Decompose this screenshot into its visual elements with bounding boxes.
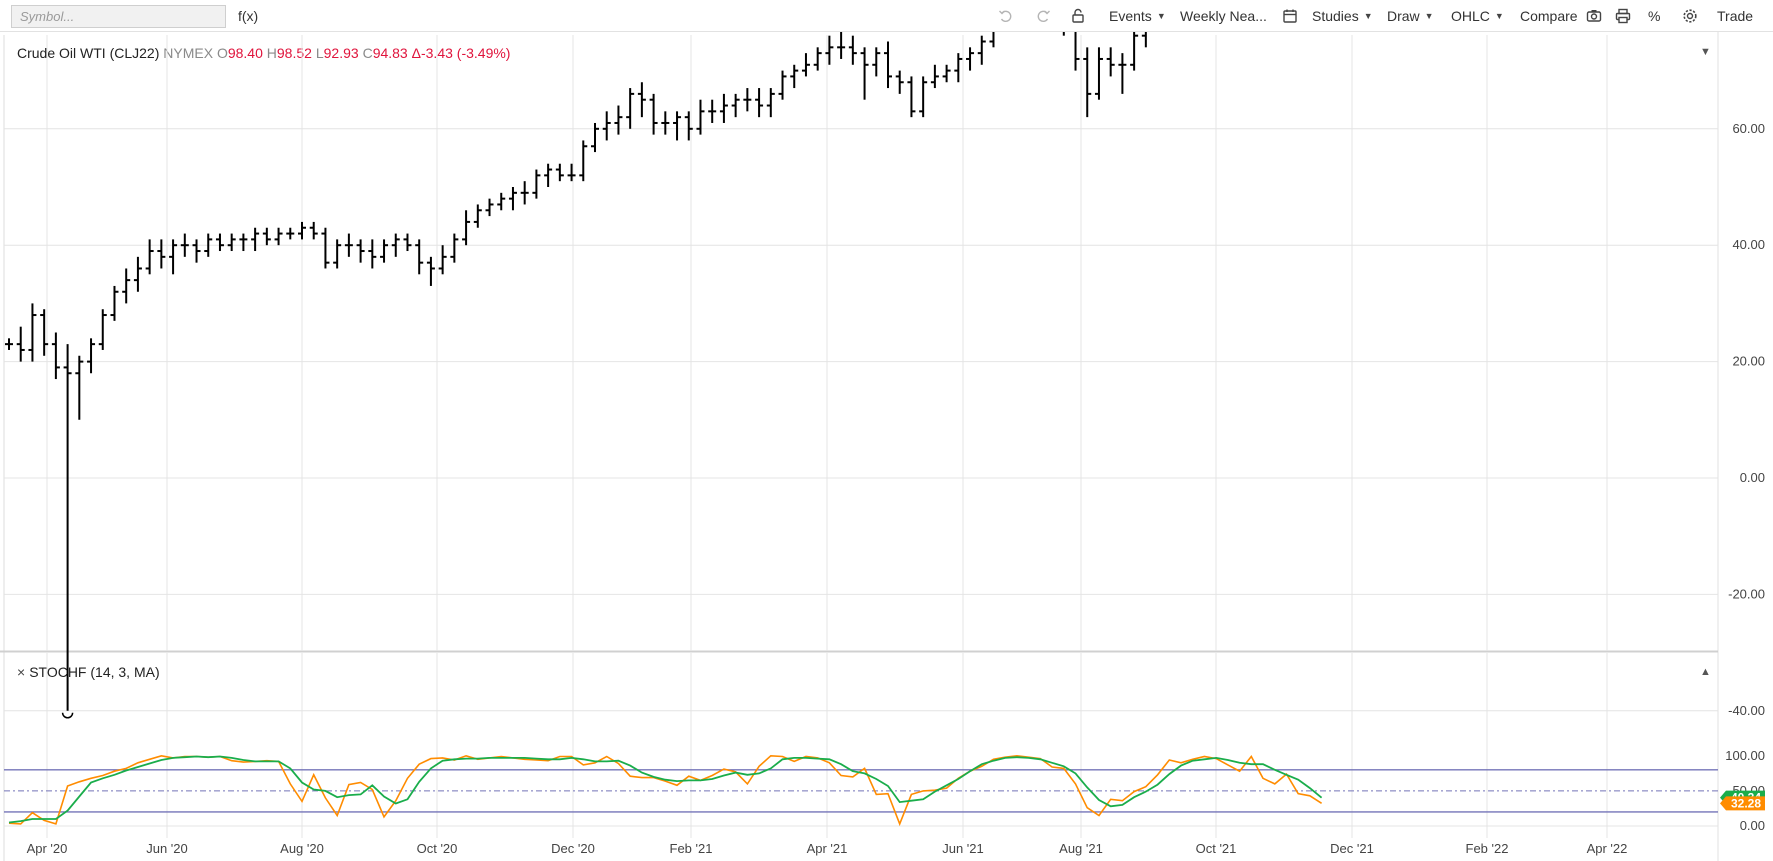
study-name: STOCHF (14, 3, MA): [29, 664, 160, 680]
x-tick-label: Oct '21: [1196, 841, 1237, 856]
calendar-icon[interactable]: [1281, 7, 1299, 25]
redo-icon[interactable]: [1034, 7, 1052, 25]
y-tick-label: -20.00: [1728, 586, 1765, 601]
events-label: Events: [1109, 8, 1152, 24]
stoch-k-value: 32.28: [1731, 796, 1761, 810]
y-tick-label: 0.00: [1740, 470, 1765, 485]
x-tick-label: Jun '20: [146, 841, 188, 856]
compare-label: Compare: [1520, 8, 1578, 24]
toolbar: f(x) Events ▼ Weekly Nea... Studies ▼ Draw…: [0, 0, 1773, 32]
draw-menu[interactable]: Draw ▼: [1387, 6, 1434, 26]
x-tick-label: Dec '21: [1330, 841, 1374, 856]
x-tick-label: Feb '22: [1466, 841, 1509, 856]
open-value: 98.40: [227, 45, 263, 61]
symbol-search-input[interactable]: [11, 5, 226, 28]
chart-canvas[interactable]: Apr '20 Jun '20 Aug '20 Oct '20 Dec '20 Feb '…: [0, 32, 1773, 861]
print-icon[interactable]: [1614, 7, 1632, 25]
studies-menu[interactable]: Studies ▼: [1312, 6, 1373, 26]
trade-button[interactable]: Trade: [1717, 6, 1753, 26]
study-panel-collapse-icon[interactable]: ▲: [1700, 666, 1711, 678]
settings-icon[interactable]: [1681, 7, 1699, 25]
camera-icon[interactable]: [1585, 7, 1603, 25]
chevron-down-icon: ▼: [1156, 11, 1166, 21]
close-label: C: [362, 45, 373, 61]
low-extreme-marker: [61, 712, 74, 719]
lock-icon[interactable]: [1069, 7, 1087, 25]
x-tick-label: Apr '22: [1587, 841, 1628, 856]
draw-label: Draw: [1387, 8, 1420, 24]
study-y-tick-label: 0.00: [1740, 818, 1765, 833]
x-tick-label: Apr '21: [807, 841, 848, 856]
price-legend: Crude Oil WTI (CLJ22) NYMEX O98.40 H98.5…: [17, 45, 510, 61]
chevron-down-icon: ▼: [1363, 11, 1373, 21]
study-y-tick-label: 100.00: [1725, 748, 1765, 763]
period-menu[interactable]: Weekly Nea...: [1180, 6, 1267, 26]
y-tick-label: -40.00: [1728, 703, 1765, 718]
open-label: O: [216, 45, 228, 61]
stoch-d-line: [8, 755, 1323, 824]
close-value: 94.83: [372, 45, 408, 61]
ohlc-series: [5, 32, 1147, 711]
high-value: 98.52: [276, 45, 312, 61]
stoch-k-line: [8, 754, 1323, 827]
low-label: L: [315, 45, 324, 61]
chart-type-menu[interactable]: OHLC ▼: [1451, 6, 1504, 26]
high-label: H: [266, 45, 277, 61]
x-tick-label: Oct '20: [417, 841, 458, 856]
price-panel-collapse-icon[interactable]: ▼: [1700, 46, 1711, 58]
exchange-label: NYMEX: [163, 45, 214, 61]
undo-icon[interactable]: [997, 7, 1015, 25]
x-tick-label: Aug '21: [1059, 841, 1103, 856]
chevron-down-icon: ▼: [1424, 11, 1434, 21]
studies-label: Studies: [1312, 8, 1359, 24]
y-tick-label: 60.00: [1732, 121, 1765, 136]
stoch-k-value-tag: [1720, 796, 1765, 811]
study-legend: × STOCHF (14, 3, MA): [17, 664, 160, 680]
functions-button[interactable]: f(x): [238, 8, 259, 24]
instrument-name: Crude Oil WTI (CLJ22): [17, 45, 160, 61]
study-close-icon[interactable]: ×: [17, 664, 26, 680]
chart-type-label: OHLC: [1451, 8, 1490, 24]
x-tick-label: Apr '20: [27, 841, 68, 856]
period-label: Weekly Nea...: [1180, 8, 1267, 24]
x-tick-label: Jun '21: [942, 841, 984, 856]
x-tick-label: Feb '21: [670, 841, 713, 856]
compare-button[interactable]: Compare: [1520, 6, 1578, 26]
percent-label: %: [1648, 8, 1661, 24]
change-value: Δ-3.43 (-3.49%): [411, 45, 511, 61]
low-value: 92.93: [323, 45, 359, 61]
y-tick-label: 20.00: [1732, 354, 1765, 369]
y-tick-label: 40.00: [1732, 237, 1765, 252]
x-tick-label: Aug '20: [280, 841, 324, 856]
chevron-down-icon: ▼: [1494, 11, 1504, 21]
trade-label: Trade: [1717, 8, 1754, 24]
x-tick-label: Dec '20: [551, 841, 595, 856]
events-menu[interactable]: Events ▼: [1109, 6, 1166, 26]
percent-button[interactable]: %: [1648, 6, 1660, 26]
